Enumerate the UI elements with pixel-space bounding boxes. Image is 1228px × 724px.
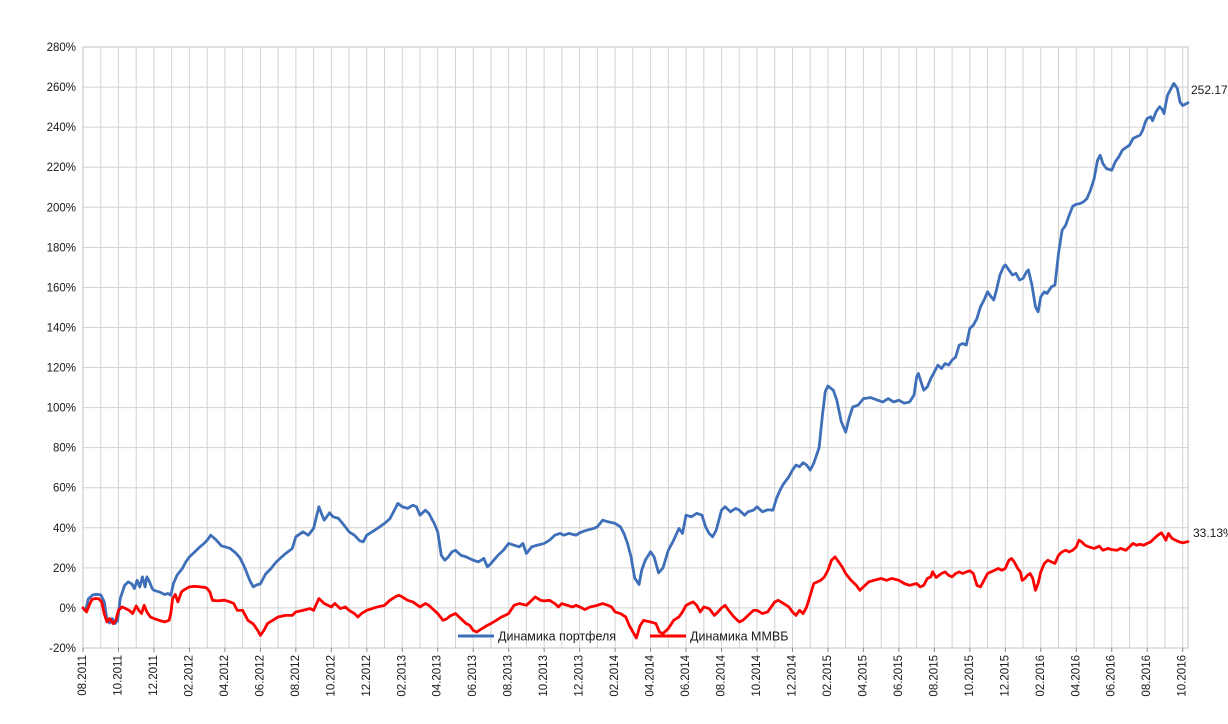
micex-end-label: 33.13% — [1193, 526, 1228, 540]
x-tick-label: 06.2014 — [680, 654, 692, 696]
x-tick-label: 10.2015 — [964, 655, 976, 697]
x-tick-label: 04.2016 — [1070, 655, 1082, 697]
x-tick-label: 02.2016 — [1035, 655, 1047, 697]
y-tick-label: 20% — [53, 563, 76, 575]
y-tick-label: 40% — [53, 523, 76, 535]
x-tick-label: 02.2014 — [609, 654, 621, 696]
y-tick-label: 220% — [47, 162, 76, 174]
x-tick-label: 02.2015 — [822, 655, 834, 697]
x-tick-label: 06.2015 — [893, 655, 905, 697]
x-tick-label: 10.2011 — [112, 655, 124, 696]
x-tick-label: 08.2016 — [1141, 655, 1153, 697]
y-tick-label: 280% — [47, 42, 76, 54]
y-tick-label: 240% — [47, 122, 76, 134]
x-tick-label: 12.2013 — [574, 655, 586, 697]
x-tick-label: 06.2016 — [1106, 655, 1118, 697]
x-tick-label: 08.2012 — [290, 655, 302, 697]
portfolio-end-label: 252.17% — [1191, 83, 1228, 97]
micex-line — [81, 531, 1190, 640]
y-tick-label: 100% — [47, 403, 76, 415]
legend: Динамика портфеля Динамика ММВБ — [458, 630, 788, 644]
x-axis-labels: 08.2011 10.2011 12.2011 02.2012 04.2012 06.20… — [77, 648, 1189, 697]
y-tick-label: 80% — [53, 443, 76, 455]
x-tick-label: 02.2013 — [396, 655, 408, 697]
x-tick-label: 08.2014 — [716, 654, 728, 696]
x-tick-label: 12.2012 — [361, 655, 373, 697]
y-axis-labels: 280% 260% 240% 220% 200% 180% 160% 140% 120% 100%… — [47, 42, 76, 655]
y-tick-label: 140% — [47, 322, 76, 334]
y-tick-label: 120% — [47, 363, 76, 375]
x-tick-label: 08.2015 — [928, 655, 940, 697]
legend-label-portfolio: Динамика портфеля — [498, 630, 616, 644]
portfolio-line — [81, 82, 1190, 625]
x-tick-label: 08.2011 — [77, 655, 89, 696]
y-tick-label: -20% — [49, 643, 76, 655]
y-tick-label: 260% — [47, 82, 76, 94]
x-tick-label: 12.2011 — [148, 655, 160, 696]
x-tick-label: 10.2016 — [1177, 655, 1189, 697]
y-tick-label: 0% — [59, 603, 76, 615]
y-tick-label: 200% — [47, 202, 76, 214]
x-tick-label: 04.2014 — [645, 654, 657, 696]
y-tick-label: 180% — [47, 242, 76, 254]
series-lines — [81, 82, 1190, 640]
gridlines — [82, 46, 1188, 649]
x-tick-label: 06.2012 — [254, 655, 266, 697]
legend-label-micex: Динамика ММВБ — [690, 630, 788, 644]
x-tick-label: 04.2012 — [219, 655, 231, 697]
x-tick-label: 02.2012 — [183, 655, 195, 697]
x-tick-label: 12.2015 — [999, 655, 1011, 697]
x-tick-label: 04.2015 — [857, 655, 869, 697]
x-tick-label: 06.2013 — [467, 655, 479, 697]
x-tick-label: 04.2013 — [432, 655, 444, 697]
x-tick-label: 12.2014 — [786, 654, 798, 696]
plot-frame — [82, 46, 1189, 649]
x-tick-label: 10.2012 — [325, 655, 337, 697]
x-tick-label: 10.2013 — [538, 655, 550, 697]
x-tick-label: 10.2014 — [751, 654, 763, 696]
x-tick-label: 08.2013 — [503, 655, 515, 697]
y-tick-label: 160% — [47, 282, 76, 294]
y-tick-label: 60% — [53, 483, 76, 495]
end-value-labels: 252.17% 33.13% — [1191, 83, 1228, 540]
